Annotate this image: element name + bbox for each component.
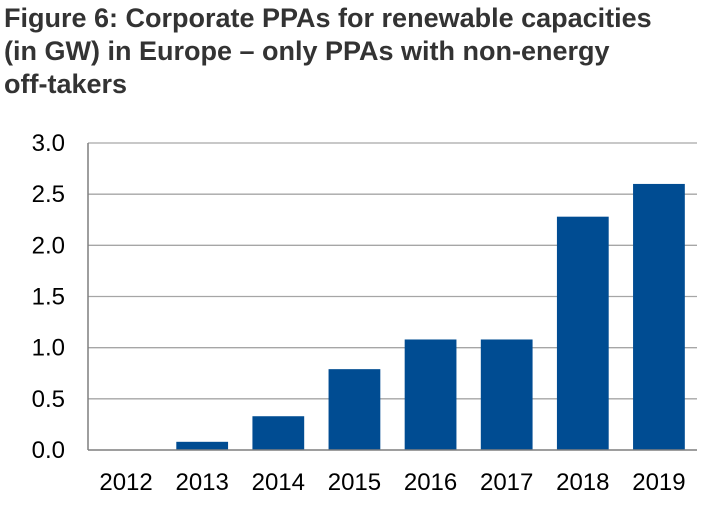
- bar-2016: [404, 339, 457, 450]
- figure-title-line-3: off-takers: [4, 69, 128, 99]
- x-tick-label: 2015: [328, 469, 381, 496]
- x-tick-label: 2017: [480, 469, 533, 496]
- y-tick-label: 3.0: [32, 130, 65, 157]
- figure-title-line-2: (in GW) in Europe – only PPAs with non-e…: [4, 36, 610, 66]
- axes: [87, 143, 697, 451]
- bars: [176, 183, 685, 450]
- figure-title: Figure 6: Corporate PPAs for renewable c…: [4, 2, 720, 101]
- bar-2017: [480, 339, 533, 450]
- y-tick-label: 1.5: [32, 284, 65, 311]
- y-tick-label: 0.5: [32, 386, 65, 413]
- x-tick-label: 2012: [99, 469, 152, 496]
- bar-2018: [556, 216, 609, 450]
- figure-title-line-1: Figure 6: Corporate PPAs for renewable c…: [4, 3, 652, 33]
- y-tick-label: 2.0: [32, 232, 65, 259]
- bar-2013: [176, 441, 229, 450]
- y-tick-label: 1.0: [32, 335, 65, 362]
- x-tick-label: 2013: [175, 469, 228, 496]
- y-tick-label: 0.0: [32, 437, 65, 464]
- tick-labels: 0.0 0.5 1.0 1.5 2.0 2.5 3.0 2012 2013 2014 2015 201…: [32, 130, 686, 496]
- bar-2014: [252, 416, 305, 450]
- bar-2019: [633, 183, 685, 450]
- x-tick-label: 2019: [632, 469, 685, 496]
- y-tick-label: 2.5: [32, 181, 65, 208]
- bar-2015: [328, 369, 381, 450]
- x-tick-label: 2016: [404, 469, 457, 496]
- x-tick-label: 2014: [252, 469, 305, 496]
- x-tick-label: 2018: [556, 469, 609, 496]
